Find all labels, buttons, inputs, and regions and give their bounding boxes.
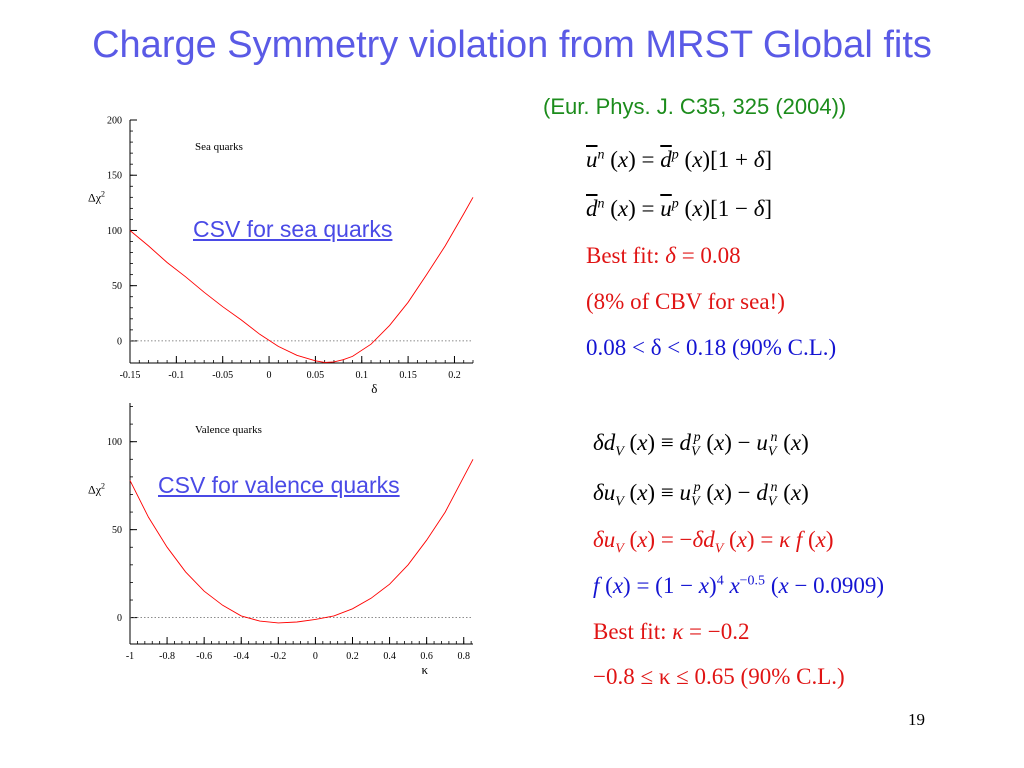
x-tick-label: -0.1 [168, 370, 184, 381]
y-tick-label: 50 [112, 281, 122, 292]
sea-best-fit-value: 0.08 [700, 243, 741, 268]
x-tick-label: 0 [267, 370, 272, 381]
x-axis-label: κ [422, 662, 429, 677]
y-tick-label: 0 [117, 613, 122, 624]
x-tick-label: 0.05 [307, 370, 325, 381]
eq-delta-uv: δuV (x) ≡ uVp (x) − dVn (x) [593, 480, 809, 510]
valence-confidence-limits: −0.8 ≤ κ ≤ 0.65 (90% C.L.) [593, 664, 845, 689]
y-axis-label: Δχ2 [88, 190, 105, 205]
x-tick-label: 0.15 [399, 370, 417, 381]
x-tick-label: 0 [313, 651, 318, 662]
chi2-curve [129, 197, 474, 363]
eq-kappa-relation: δuV (x) = −δdV (x) = κ f (x) [593, 527, 834, 557]
sea-best-fit-label: Best fit: [586, 243, 660, 268]
csv-valence-link[interactable]: CSV for valence quarks [158, 472, 400, 498]
eq-dn-sea: dn (x) = up (x)[1 − δ] [586, 196, 773, 221]
y-tick-label: 150 [107, 171, 122, 182]
x-tick-label: -0.6 [196, 651, 212, 662]
sea-cbv-note: (8% of CBV for sea!) [586, 289, 785, 314]
x-tick-label: 0.1 [356, 370, 369, 381]
eq-delta-dv: δdV (x) ≡ dVp (x) − uVn (x) [593, 430, 809, 460]
valence-best-fit: Best fit: κ = −0.2 [593, 619, 750, 644]
sea-confidence-limits: 0.08 < δ < 0.18 (90% C.L.) [586, 335, 837, 360]
y-tick-label: 100 [107, 226, 122, 237]
sea-quarks-chart: 0 50 100 150 200 -0.15 -0.1 -0.05 0 0.05 0.1 0.15 0.… [88, 116, 474, 395]
x-tick-label: -0.2 [270, 651, 286, 662]
valence-best-fit-value: −0.2 [707, 619, 750, 644]
chart-title: Sea quarks [195, 141, 243, 153]
chi2-curve [129, 459, 474, 624]
valence-quarks-chart: 0 50 100 -1 -0.8 -0.6 -0.4 -0.2 0 0.2 0.4 0.6 0.8 Val… [88, 403, 474, 677]
y-tick-label: 100 [107, 437, 122, 448]
csv-sea-link[interactable]: CSV for sea quarks [193, 216, 393, 242]
chart-title: Valence quarks [195, 424, 262, 436]
x-tick-label: 0.8 [457, 651, 470, 662]
eq-un-sea: un (x) = dp (x)[1 + δ] [586, 147, 773, 172]
y-tick-label: 200 [107, 116, 122, 127]
y-tick-label: 50 [112, 525, 122, 536]
x-tick-label: 0.2 [448, 370, 461, 381]
x-tick-label: 0.4 [383, 651, 396, 662]
x-tick-label: -0.8 [159, 651, 175, 662]
valence-best-fit-label: Best fit: [593, 619, 667, 644]
eq-f-function: f (x) = (1 − x)4 x−0.5 (x − 0.0909) [593, 573, 885, 598]
slide-title: Charge Symmetry violation from MRST Glob… [92, 24, 932, 66]
x-tick-label: 0.2 [346, 651, 359, 662]
x-tick-label: -0.05 [212, 370, 233, 381]
x-axis-label: δ [371, 381, 377, 395]
y-axis-label: Δχ2 [88, 482, 105, 497]
page-number: 19 [908, 710, 925, 729]
y-tick-label: 0 [117, 336, 122, 347]
x-tick-label: 0.6 [420, 651, 433, 662]
reference-citation: (Eur. Phys. J. C35, 325 (2004)) [543, 94, 847, 119]
x-tick-label: -0.4 [233, 651, 249, 662]
x-tick-label: -1 [126, 651, 134, 662]
x-tick-label: -0.15 [120, 370, 141, 381]
sea-best-fit: Best fit: δ = 0.08 [586, 243, 741, 268]
